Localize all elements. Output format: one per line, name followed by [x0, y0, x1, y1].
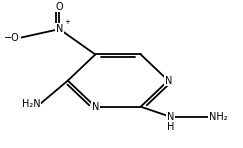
Text: N: N: [167, 112, 174, 122]
Text: NH₂: NH₂: [209, 112, 227, 122]
Text: N: N: [56, 24, 63, 34]
Text: N: N: [92, 102, 99, 112]
Text: +: +: [65, 20, 70, 25]
Text: O: O: [56, 2, 63, 12]
Text: H: H: [167, 122, 174, 132]
Text: N: N: [165, 76, 172, 86]
Text: H₂N: H₂N: [22, 99, 40, 109]
Text: −O: −O: [4, 33, 20, 43]
